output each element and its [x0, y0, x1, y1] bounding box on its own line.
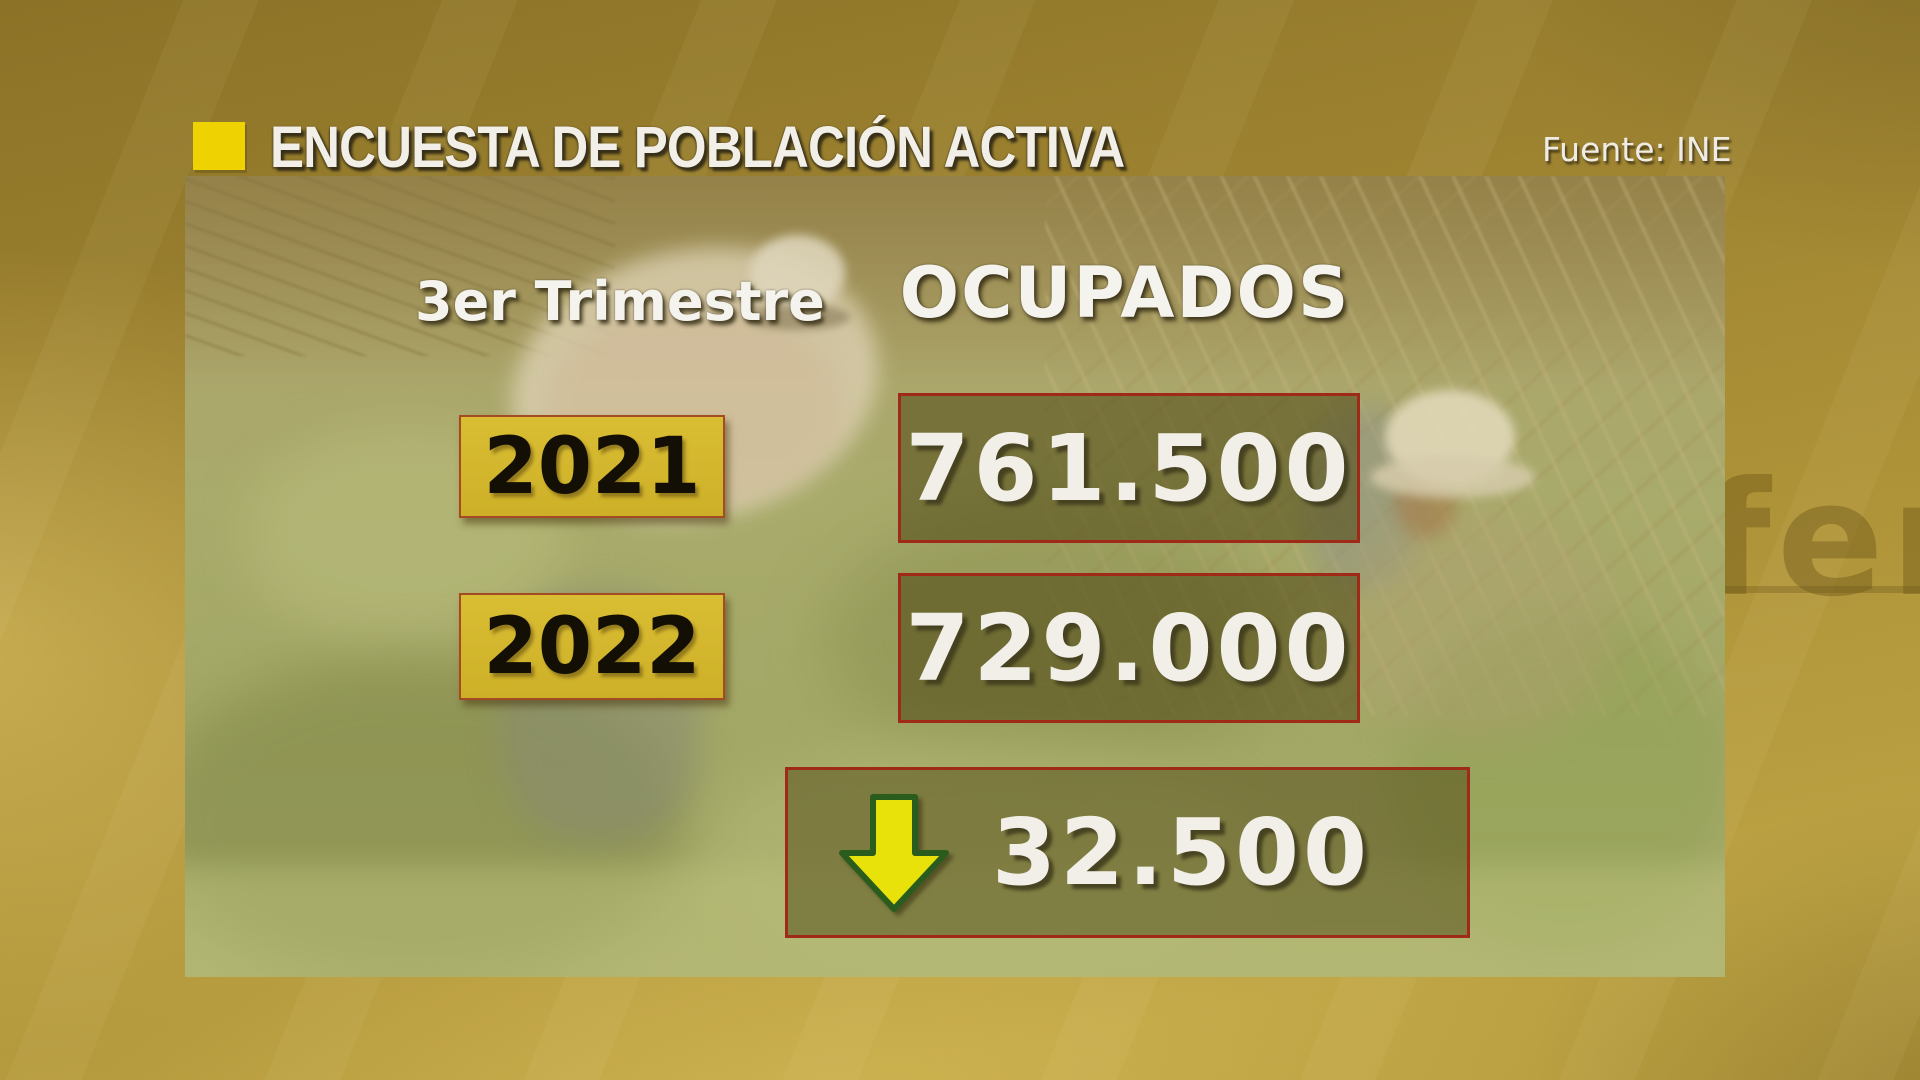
title-bullet-square	[193, 122, 245, 170]
decrease-arrow-icon	[839, 793, 949, 912]
channel-watermark: fero	[1702, 448, 1920, 632]
page-title: ENCUESTA DE POBLACIÓN ACTIVA	[270, 115, 1125, 180]
value-2021: 761.500	[898, 393, 1360, 543]
value-2022: 729.000	[898, 573, 1360, 723]
column-header-metric: OCUPADOS	[899, 252, 1351, 334]
column-header-period: 3er Trimestre	[415, 270, 825, 333]
worker-left-cap	[750, 235, 845, 310]
year-label-2022: 2022	[459, 593, 725, 700]
worker-left-cap-brim	[745, 304, 850, 330]
source-label: Fuente: INE	[1542, 130, 1732, 169]
difference-box: 32.500	[785, 767, 1470, 938]
year-label-2021: 2021	[459, 415, 725, 518]
channel-watermark-underline	[1710, 586, 1920, 593]
worker-right-sack	[1335, 506, 1615, 741]
photo-tree-band	[185, 176, 1725, 386]
worker-right-hat-brim	[1370, 456, 1535, 498]
difference-value: 32.500	[992, 799, 1372, 906]
